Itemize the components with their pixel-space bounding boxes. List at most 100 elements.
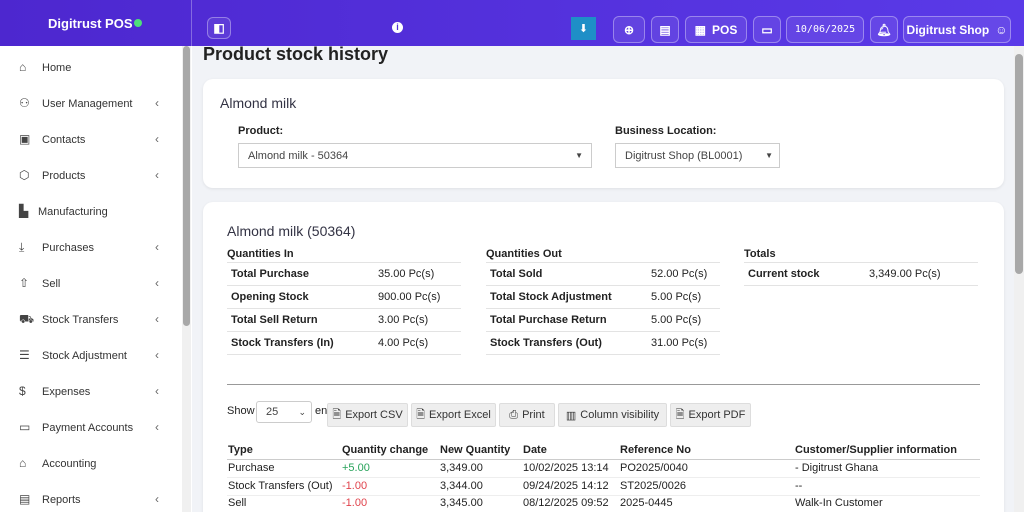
product-select[interactable]: Almond milk - 50364 ▼	[238, 143, 592, 168]
column-header[interactable]: Quantity change	[342, 444, 429, 456]
page-scroll-thumb[interactable]	[1015, 54, 1023, 274]
header-line	[227, 459, 980, 460]
column-header[interactable]: New Quantity	[440, 444, 511, 456]
button-label: Export Excel	[429, 409, 491, 421]
nav-item[interactable]: Reports	[42, 494, 81, 506]
brand[interactable]: Digitrust POS	[48, 16, 133, 31]
table-cell: --	[795, 479, 803, 492]
summary-value: 5.00 Pc(s)	[651, 291, 702, 303]
table-cell: -1.00	[342, 479, 368, 492]
nav-item[interactable]: Sell	[42, 278, 61, 290]
location-select[interactable]: Digitrust Shop (BL0001) ▼	[615, 143, 780, 168]
nav-item[interactable]: Stock Adjustment	[42, 350, 127, 362]
column-header[interactable]: Date	[523, 444, 547, 456]
table-cell: 10/02/2025 13:14	[523, 462, 609, 474]
separator	[227, 384, 980, 385]
summary-label: Total Purchase Return	[490, 314, 607, 326]
add-button[interactable]: ⊕	[613, 16, 645, 43]
date-button[interactable]: 10/06/2025	[786, 16, 864, 43]
summary-label: Total Sold	[490, 268, 543, 280]
chevron: ‹	[155, 384, 159, 398]
row-line	[486, 262, 720, 263]
export-button[interactable]: ⎙ Print	[499, 403, 555, 427]
table-cell: 2025-0445	[620, 497, 673, 509]
filter-card	[203, 79, 1004, 188]
summary-label: Total Sell Return	[231, 314, 318, 326]
nav-icon: ⛟	[19, 312, 35, 326]
table-cell: ST2025/0026	[620, 479, 687, 492]
nav-item[interactable]: Products	[42, 170, 86, 182]
info-icon[interactable]: i	[392, 22, 403, 33]
section-title: Totals	[744, 248, 776, 260]
summary-title: Almond milk (50364)	[227, 223, 356, 239]
nav-item[interactable]: Contacts	[42, 134, 86, 146]
summary-label: Opening Stock	[231, 291, 309, 303]
dropdown-arrow: ⌄	[298, 406, 306, 417]
nav-item[interactable]: Expenses	[42, 386, 91, 398]
nav-item[interactable]: Home	[42, 62, 72, 74]
chevron: ‹	[155, 96, 159, 110]
nav-icon: $	[19, 384, 26, 398]
nav-item[interactable]: Accounting	[42, 458, 97, 470]
summary-value: 52.00 Pc(s)	[651, 268, 708, 280]
button-label: Export PDF	[688, 409, 746, 421]
button-icon: ⎙	[509, 408, 519, 421]
pos-icon: ▦	[694, 22, 706, 37]
table-cell: -1.00	[342, 497, 368, 509]
show-label: Show	[227, 405, 255, 417]
summary-label: Current stock	[748, 268, 820, 280]
button-label: Column visibility	[580, 409, 660, 421]
export-button[interactable]: 🗎 Export CSV	[327, 403, 408, 427]
nav-item[interactable]: Payment Accounts	[42, 422, 134, 434]
row-line	[227, 285, 461, 286]
divider	[191, 0, 192, 46]
user-menu[interactable]: Digitrust Shop ☺	[903, 16, 1011, 43]
dropdown-arrow: ▼	[575, 151, 583, 160]
column-header[interactable]: Type	[228, 444, 253, 456]
nav-item[interactable]: Manufacturing	[38, 206, 108, 218]
nav-item[interactable]: Purchases	[42, 242, 94, 254]
shop-name: Digitrust Shop	[906, 22, 990, 37]
summary-label: Stock Transfers (In)	[231, 337, 334, 349]
table-cell: +5.00	[342, 462, 370, 474]
chevron: ‹	[155, 240, 159, 254]
table-cell: 09/24/2025 14:12	[523, 479, 609, 492]
cash-button[interactable]: ▭	[753, 16, 781, 43]
pos-button[interactable]: ▦ POS	[685, 16, 747, 43]
row-line	[486, 331, 720, 332]
calculator-button[interactable]: ▤	[651, 16, 679, 43]
nav-item[interactable]: Stock Transfers	[42, 314, 119, 326]
page-scrollbar	[1014, 46, 1024, 512]
table-cell: 3,345.00	[440, 497, 483, 509]
column-header[interactable]: Reference No	[620, 444, 691, 456]
nav-icon: ⌂	[19, 456, 27, 470]
notification-button[interactable]: 🔔︎	[870, 16, 898, 43]
row-line	[227, 354, 461, 355]
row-line	[227, 494, 980, 496]
table-cell: Sell	[228, 497, 247, 509]
table-cell: 08/12/2025 09:52	[523, 497, 609, 509]
chevron: ‹	[155, 348, 159, 362]
summary-value: 900.00 Pc(s)	[378, 291, 441, 303]
location-label: Business Location:	[615, 125, 717, 137]
sidebar-toggle[interactable]: ◧	[207, 17, 231, 39]
length-select[interactable]: 25 ⌄	[256, 401, 312, 423]
product-label: Product:	[238, 125, 284, 137]
row-line	[227, 331, 461, 332]
sidebar-scroll-thumb[interactable]	[183, 46, 190, 326]
nav-icon: ▭	[19, 420, 31, 434]
nav-item[interactable]: User Management	[42, 98, 133, 110]
section-title: Quantities Out	[486, 248, 562, 260]
export-button[interactable]: 🗎 Export PDF	[670, 403, 751, 427]
summary-value: 35.00 Pc(s)	[378, 268, 435, 280]
export-button[interactable]: ▥ Column visibility	[558, 403, 667, 427]
column-header[interactable]: Customer/Supplier information	[795, 444, 957, 456]
export-button[interactable]: 🗎 Export Excel	[411, 403, 496, 427]
button-label: Export CSV	[345, 409, 403, 421]
chevron: ‹	[155, 492, 159, 506]
nav-icon: ▣	[19, 132, 31, 146]
download-button[interactable]: ⬇	[571, 17, 596, 40]
summary-value: 3,349.00 Pc(s)	[869, 268, 941, 280]
summary-value: 5.00 Pc(s)	[651, 314, 702, 326]
chevron: ‹	[155, 168, 159, 182]
